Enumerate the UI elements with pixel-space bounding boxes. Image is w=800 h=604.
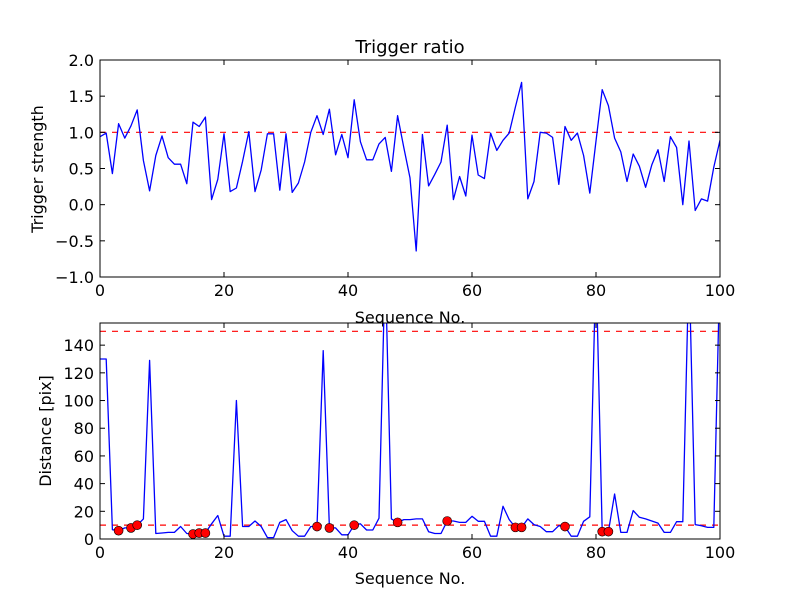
trigger-marker xyxy=(113,525,124,536)
y-tick-label: 60 xyxy=(74,447,94,466)
x-tick-label: 40 xyxy=(338,281,358,300)
trigger-marker xyxy=(603,526,614,537)
y-tick-label: 2.0 xyxy=(69,51,94,70)
y-tick-label: 1.5 xyxy=(69,87,94,106)
y-tick-label: −0.5 xyxy=(55,232,94,251)
trigger-marker xyxy=(392,517,403,528)
x-tick-label: 0 xyxy=(95,281,105,300)
plot-area xyxy=(100,323,720,539)
y-tick-label: 40 xyxy=(74,475,94,494)
y-tick-label: 1.0 xyxy=(69,123,94,142)
x-tick-label: 20 xyxy=(214,281,234,300)
y-tick-label: 0.5 xyxy=(69,160,94,179)
x-axis-label-top: Sequence No. xyxy=(355,308,466,327)
x-tick-label: 100 xyxy=(705,281,736,300)
y-tick-label: 20 xyxy=(74,502,94,521)
y-tick-label: 0.0 xyxy=(69,196,94,215)
x-axis-label-bottom: Sequence No. xyxy=(355,569,466,588)
trigger-marker xyxy=(324,523,335,533)
trigger-marker xyxy=(560,521,570,532)
x-tick-label: 0 xyxy=(95,543,105,562)
trigger-marker xyxy=(312,521,322,532)
series-line-distance xyxy=(100,323,720,539)
trigger-marker xyxy=(349,520,360,530)
x-tick-label: 80 xyxy=(586,543,606,562)
x-tick-label: 40 xyxy=(338,543,358,562)
axes-frame xyxy=(99,322,721,540)
trigger-ratio-subplot: Trigger ratio Sequence No. Trigger stren… xyxy=(28,37,735,327)
x-tick-label: 100 xyxy=(705,543,736,562)
trigger-marker xyxy=(132,520,142,530)
y-axis-label-top: Trigger strength xyxy=(28,105,47,234)
trigger-marker xyxy=(200,528,211,538)
y-tick-label: 140 xyxy=(63,336,94,355)
y-tick-label: 120 xyxy=(63,364,94,383)
x-tick-label: 60 xyxy=(462,281,482,300)
distance-subplot: Sequence No. Distance [pix] 0 20 40 60 80 100… xyxy=(36,322,736,588)
series-line-trigger-strength xyxy=(100,81,720,252)
trigger-marker xyxy=(516,522,527,533)
y-tick-label: 80 xyxy=(74,419,94,438)
chart-title: Trigger ratio xyxy=(354,37,464,58)
x-tick-label: 80 xyxy=(586,281,606,300)
x-tick-label: 60 xyxy=(462,543,482,562)
y-tick-label: −1.0 xyxy=(55,268,94,287)
y-tick-label: 0 xyxy=(84,530,94,549)
y-axis-label-bottom: Distance [pix] xyxy=(36,375,55,487)
trigger-marker xyxy=(442,516,453,526)
x-tick-label: 20 xyxy=(214,543,234,562)
axes-frame xyxy=(99,59,721,278)
y-tick-label: 100 xyxy=(63,392,94,411)
plot-area xyxy=(100,81,720,252)
